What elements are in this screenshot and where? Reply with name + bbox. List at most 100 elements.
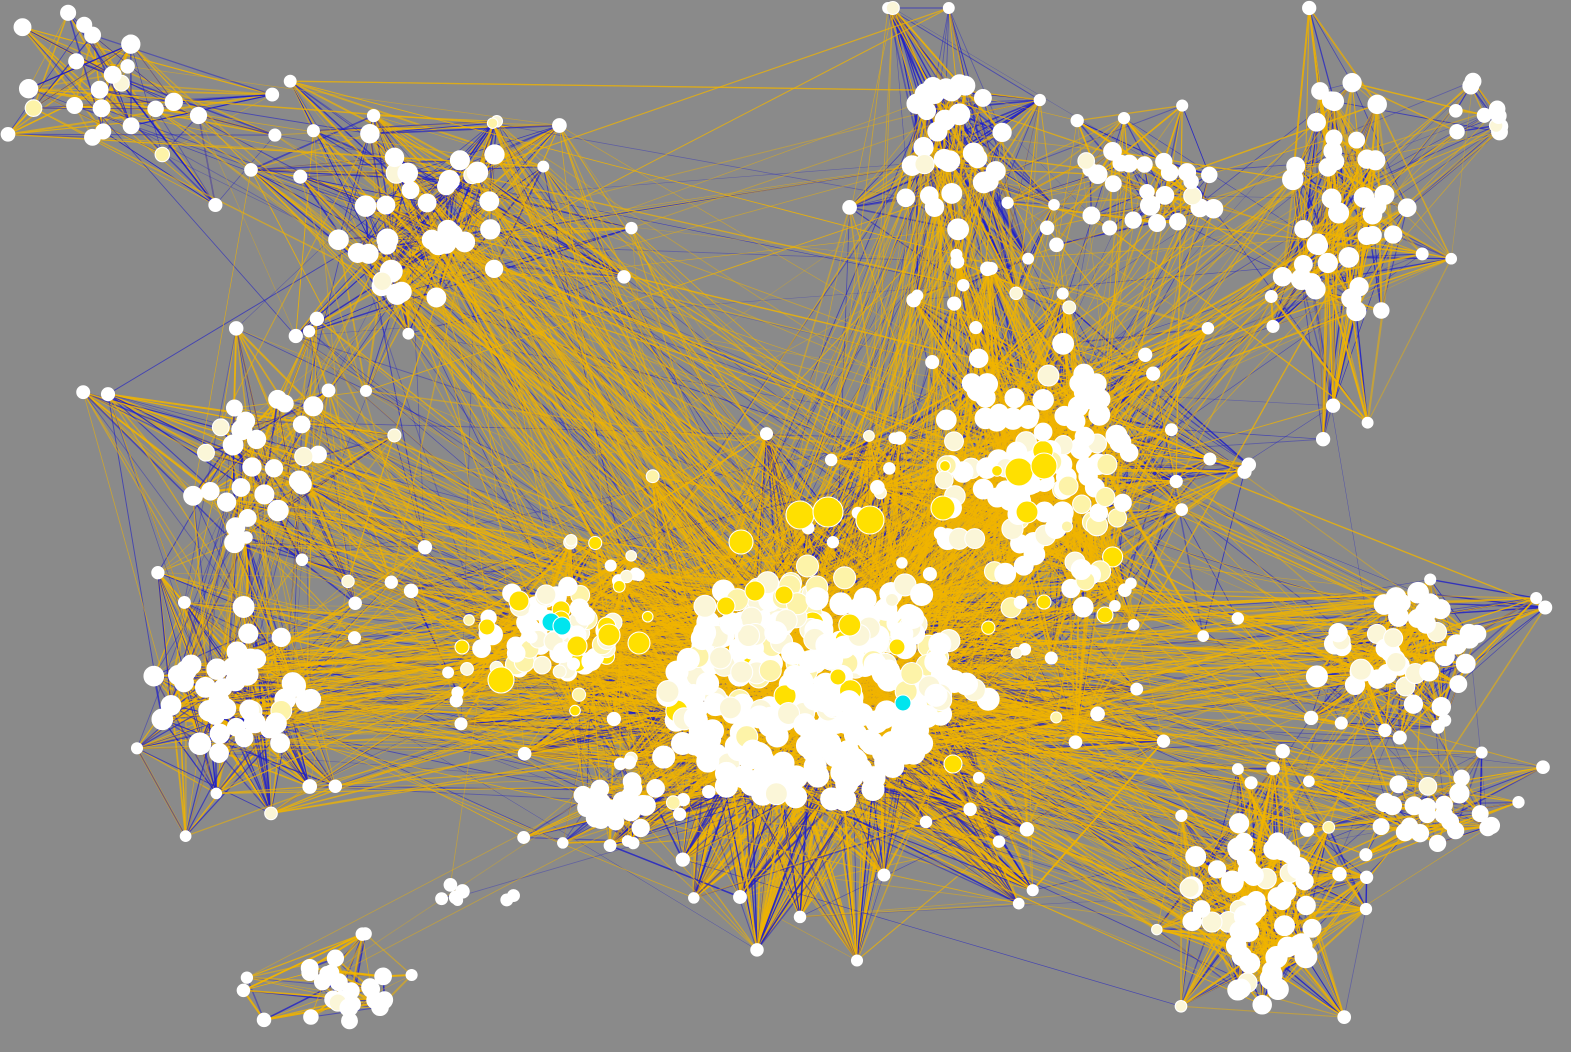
graph-node[interactable] [860, 731, 884, 755]
graph-node[interactable] [1231, 978, 1252, 999]
graph-node-hub[interactable] [716, 596, 736, 616]
graph-node[interactable] [1160, 163, 1179, 182]
graph-node[interactable] [1231, 612, 1245, 625]
graph-node[interactable] [281, 672, 304, 695]
graph-node[interactable] [1318, 157, 1338, 177]
graph-node[interactable] [883, 462, 896, 475]
graph-node[interactable] [1482, 816, 1501, 835]
graph-node[interactable] [179, 830, 192, 842]
graph-node[interactable] [328, 229, 349, 251]
graph-node[interactable] [225, 399, 243, 417]
graph-node[interactable] [837, 690, 861, 714]
graph-node[interactable] [1378, 723, 1392, 738]
graph-node[interactable] [1302, 918, 1322, 938]
graph-node[interactable] [820, 739, 844, 763]
graph-node[interactable] [771, 751, 795, 775]
graph-node[interactable] [1239, 952, 1261, 974]
graph-node[interactable] [235, 662, 259, 686]
graph-node[interactable] [76, 385, 91, 400]
graph-node[interactable] [1275, 743, 1290, 759]
graph-node[interactable] [121, 34, 141, 54]
graph-node[interactable] [784, 785, 808, 809]
graph-node[interactable] [100, 387, 116, 402]
graph-node[interactable] [1156, 734, 1171, 748]
graph-node[interactable] [656, 680, 680, 704]
graph-node[interactable] [1117, 112, 1131, 125]
graph-node[interactable] [1536, 760, 1550, 775]
graph-node[interactable] [1227, 837, 1248, 858]
graph-node[interactable] [625, 221, 638, 235]
graph-node[interactable] [714, 761, 739, 785]
graph-node[interactable] [815, 633, 839, 657]
graph-node[interactable] [1328, 623, 1348, 643]
graph-node-hub[interactable] [744, 580, 766, 602]
graph-node[interactable] [942, 2, 955, 14]
graph-node[interactable] [92, 99, 111, 118]
graph-node[interactable] [300, 688, 322, 710]
graph-node[interactable] [309, 311, 325, 326]
graph-node[interactable] [700, 719, 725, 743]
graph-node[interactable] [925, 355, 940, 370]
graph-node[interactable] [623, 778, 643, 798]
graph-node[interactable] [625, 549, 638, 562]
graph-node[interactable] [537, 160, 550, 173]
graph-node[interactable] [992, 122, 1012, 143]
graph-node[interactable] [1455, 653, 1476, 674]
graph-node[interactable] [1060, 520, 1073, 533]
graph-node[interactable] [1252, 995, 1272, 1015]
graph-node[interactable] [646, 778, 665, 798]
graph-node[interactable] [1246, 891, 1266, 911]
graph-node[interactable] [517, 831, 531, 844]
graph-node[interactable] [557, 837, 569, 849]
graph-node[interactable] [417, 540, 433, 555]
graph-node[interactable] [1299, 822, 1315, 837]
graph-node[interactable] [851, 592, 875, 616]
graph-node[interactable] [1282, 168, 1304, 191]
graph-node[interactable] [566, 657, 581, 671]
graph-node[interactable] [1438, 713, 1452, 727]
graph-node[interactable] [652, 745, 676, 769]
graph-node[interactable] [913, 137, 934, 158]
graph-node[interactable] [940, 79, 963, 102]
graph-node[interactable] [911, 289, 924, 302]
graph-node[interactable] [164, 92, 183, 112]
graph-node[interactable] [188, 732, 212, 756]
graph-node[interactable] [934, 470, 954, 490]
graph-node[interactable] [1203, 452, 1217, 466]
graph-node[interactable] [603, 839, 617, 853]
graph-node[interactable] [1095, 486, 1116, 508]
graph-node[interactable] [1424, 573, 1437, 586]
graph-node[interactable] [972, 771, 985, 784]
graph-node[interactable] [962, 142, 985, 164]
graph-node[interactable] [1070, 558, 1092, 581]
graph-node[interactable] [301, 964, 319, 982]
graph-node[interactable] [265, 712, 287, 735]
graph-node[interactable] [1088, 164, 1108, 185]
graph-node[interactable] [1105, 424, 1128, 447]
graph-node[interactable] [781, 641, 805, 666]
graph-node[interactable] [244, 163, 258, 177]
graph-node[interactable] [267, 499, 289, 522]
graph-node[interactable] [246, 429, 267, 450]
graph-node[interactable] [452, 894, 464, 906]
graph-node[interactable] [833, 566, 857, 590]
graph-node[interactable] [1201, 321, 1215, 335]
graph-node[interactable] [1148, 214, 1167, 232]
graph-node[interactable] [288, 328, 303, 344]
graph-node[interactable] [256, 1012, 272, 1028]
graph-node[interactable] [68, 53, 85, 70]
graph-node[interactable] [690, 627, 714, 651]
graph-node[interactable] [1072, 494, 1092, 515]
graph-node[interactable] [973, 88, 992, 107]
graph-node[interactable] [985, 161, 1006, 182]
graph-node[interactable] [1446, 821, 1465, 840]
graph-node[interactable] [1056, 287, 1069, 300]
graph-node[interactable] [552, 118, 567, 133]
graph-node[interactable] [1359, 848, 1373, 862]
graph-node[interactable] [403, 583, 419, 599]
graph-node[interactable] [1468, 624, 1487, 644]
graph-node[interactable] [254, 484, 275, 505]
graph-node-hub[interactable] [1036, 594, 1052, 610]
graph-node[interactable] [1419, 661, 1440, 682]
